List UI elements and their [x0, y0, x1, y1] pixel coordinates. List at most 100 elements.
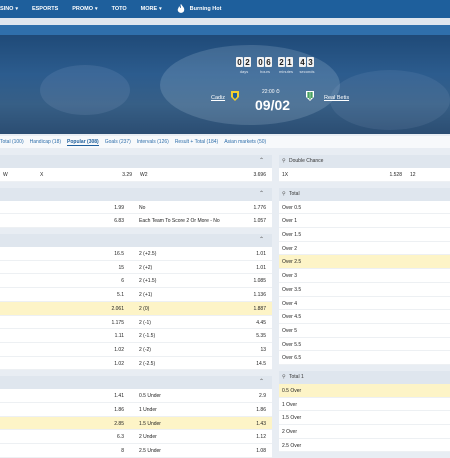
- market-section-header[interactable]: ⌃: [0, 187, 272, 201]
- burning-hot-link[interactable]: Burning Hot: [189, 6, 222, 12]
- odds-cell[interactable]: 2.5 Under: [139, 448, 161, 454]
- odds-cell[interactable]: 1.5 Under: [139, 420, 161, 427]
- tab-market[interactable]: Goals (237): [104, 139, 131, 145]
- home-team-link[interactable]: Cadiz: [211, 95, 226, 101]
- odds-cell[interactable]: 1.887: [253, 305, 266, 312]
- tab-market[interactable]: Popular (308): [67, 138, 99, 146]
- odds-cell[interactable]: 1.175: [111, 319, 124, 326]
- odds-cell[interactable]: 1.776: [253, 204, 266, 211]
- odds-cell[interactable]: 6.3: [117, 434, 124, 441]
- odds-cell[interactable]: X: [40, 172, 44, 178]
- odds-cell[interactable]: 3.29: [122, 172, 132, 178]
- tab-market[interactable]: Total (100): [0, 139, 24, 145]
- odds-cell[interactable]: 15: [118, 264, 124, 271]
- tab-market[interactable]: Asian markets (50): [224, 139, 267, 145]
- odds-cell[interactable]: 2 (-2): [139, 346, 151, 353]
- odds-cell[interactable]: 1.01: [256, 251, 266, 258]
- odds-cell[interactable]: Over 5.5: [282, 341, 302, 348]
- odds-cell[interactable]: 2 (+2.5): [139, 251, 157, 258]
- odds-cell[interactable]: 1.085: [253, 278, 266, 285]
- odds-cell[interactable]: 1.08: [256, 448, 266, 454]
- odds-cell[interactable]: 2 (+1): [139, 292, 153, 299]
- market-section-header[interactable]: ⌃: [0, 155, 272, 168]
- odds-cell[interactable]: Over 3.5: [282, 286, 302, 293]
- odds-cell[interactable]: 2 (-2.5): [139, 360, 156, 367]
- odds-cell[interactable]: 1.136: [253, 292, 266, 299]
- topnav-item[interactable]: SINO ▾: [0, 6, 18, 12]
- market-section-header[interactable]: ⚲ Double Chance: [279, 155, 450, 168]
- odds-cell[interactable]: 2.061: [111, 305, 124, 312]
- odds-cell[interactable]: 1 Under: [139, 406, 157, 413]
- odds-cell[interactable]: 1.86: [256, 406, 266, 413]
- odds-cell[interactable]: 2.85: [114, 420, 124, 427]
- tab-market[interactable]: Intervals (126): [136, 139, 169, 145]
- odds-cell[interactable]: 2.9: [259, 393, 266, 400]
- odds-cell[interactable]: Over 4.5: [282, 314, 302, 321]
- odds-cell[interactable]: W2: [140, 172, 148, 178]
- timer-label: days: [239, 69, 249, 74]
- topnav-item[interactable]: ESPORTS: [32, 6, 58, 12]
- odds-cell[interactable]: 1.057: [253, 218, 266, 225]
- odds-cell[interactable]: 1.01: [256, 264, 266, 271]
- odds-cell[interactable]: Over 1: [282, 218, 298, 225]
- market-section-header[interactable]: ⌃: [0, 376, 272, 390]
- odds-cell[interactable]: Over 0.5: [282, 204, 302, 211]
- odds-cell[interactable]: 0.5 Under: [139, 393, 161, 400]
- odds-cell[interactable]: Over 5: [282, 327, 298, 334]
- topnav-item[interactable]: TOTO: [112, 6, 127, 12]
- odds-cell[interactable]: 0.5 Over: [282, 387, 302, 394]
- odds-cell[interactable]: Over 4: [282, 300, 298, 307]
- odds-cell[interactable]: No: [139, 204, 146, 211]
- odds-cell[interactable]: 1.02: [114, 346, 124, 353]
- odds-cell[interactable]: Over 2.5: [282, 259, 302, 266]
- odds-cell[interactable]: 1.12: [256, 434, 266, 441]
- market-section-header[interactable]: ⚲ Total 1: [279, 370, 450, 384]
- odds-cell[interactable]: 13: [260, 346, 266, 353]
- odds-cell[interactable]: Each Team To Score 2 Or More - No: [139, 218, 220, 225]
- odds-cell[interactable]: Over 6.5: [282, 355, 302, 362]
- odds-cell[interactable]: 14.5: [256, 360, 266, 367]
- odds-cell[interactable]: 16.5: [114, 251, 124, 258]
- odds-cell[interactable]: 4.45: [256, 319, 266, 326]
- timer-digit: 1: [286, 57, 293, 67]
- odds-cell[interactable]: Over 3: [282, 273, 298, 280]
- odds-cell[interactable]: 2 (+1.5): [139, 278, 157, 285]
- odds-cell[interactable]: 2 (-1): [139, 319, 151, 326]
- odds-cell[interactable]: 2 Under: [139, 434, 157, 441]
- odds-cell[interactable]: 1.11: [114, 333, 124, 340]
- odds-cell[interactable]: 6: [121, 278, 124, 285]
- odds-cell[interactable]: 1X: [282, 172, 289, 178]
- odds-cell[interactable]: 1 Over: [282, 401, 298, 408]
- odds-cell[interactable]: 2 (+2): [139, 264, 153, 271]
- odds-cell[interactable]: 12: [410, 172, 416, 178]
- topnav-item[interactable]: MORE ▾: [141, 6, 162, 12]
- odds-row: 16.5 2 (+2.5) 1.01: [0, 247, 272, 261]
- odds-cell[interactable]: 1.02: [114, 360, 124, 367]
- odds-cell[interactable]: 2 (0): [139, 305, 150, 312]
- timer-group: 2 1 minutes: [278, 57, 294, 74]
- market-section-header[interactable]: ⚲ Total: [279, 187, 450, 201]
- odds-cell[interactable]: 2 Over: [282, 429, 298, 435]
- odds-cell[interactable]: Over 1.5: [282, 232, 302, 239]
- market-section-header[interactable]: ⌃: [0, 234, 272, 248]
- odds-cell[interactable]: Over 2: [282, 245, 298, 252]
- odds-cell[interactable]: 6.83: [114, 218, 124, 225]
- topnav-item[interactable]: PROMO ▾: [72, 6, 97, 12]
- odds-cell[interactable]: 2 (-1.5): [139, 333, 156, 340]
- odds-cell[interactable]: W: [3, 172, 8, 178]
- odds-cell[interactable]: 1.99: [114, 204, 124, 211]
- odds-cell[interactable]: 2.5 Over: [282, 442, 302, 449]
- odds-cell[interactable]: 1.86: [114, 406, 124, 413]
- odds-cell[interactable]: 8: [121, 448, 124, 454]
- odds-cell[interactable]: 3.696: [253, 172, 266, 178]
- odds-cell[interactable]: 1.5 Over: [282, 415, 302, 422]
- odds-cell[interactable]: 1.528: [389, 172, 402, 178]
- odds-cell[interactable]: 5.35: [256, 333, 266, 340]
- odds-cell[interactable]: 1.43: [256, 420, 266, 427]
- topnav-label: PROMO: [72, 6, 94, 12]
- tab-market[interactable]: Result + Total (184): [174, 139, 219, 145]
- odds-cell[interactable]: 1.41: [114, 393, 124, 400]
- away-team-link[interactable]: Real Betis: [324, 95, 350, 101]
- tab-market[interactable]: Handicap (18): [29, 139, 62, 145]
- odds-cell[interactable]: 5.1: [117, 292, 124, 299]
